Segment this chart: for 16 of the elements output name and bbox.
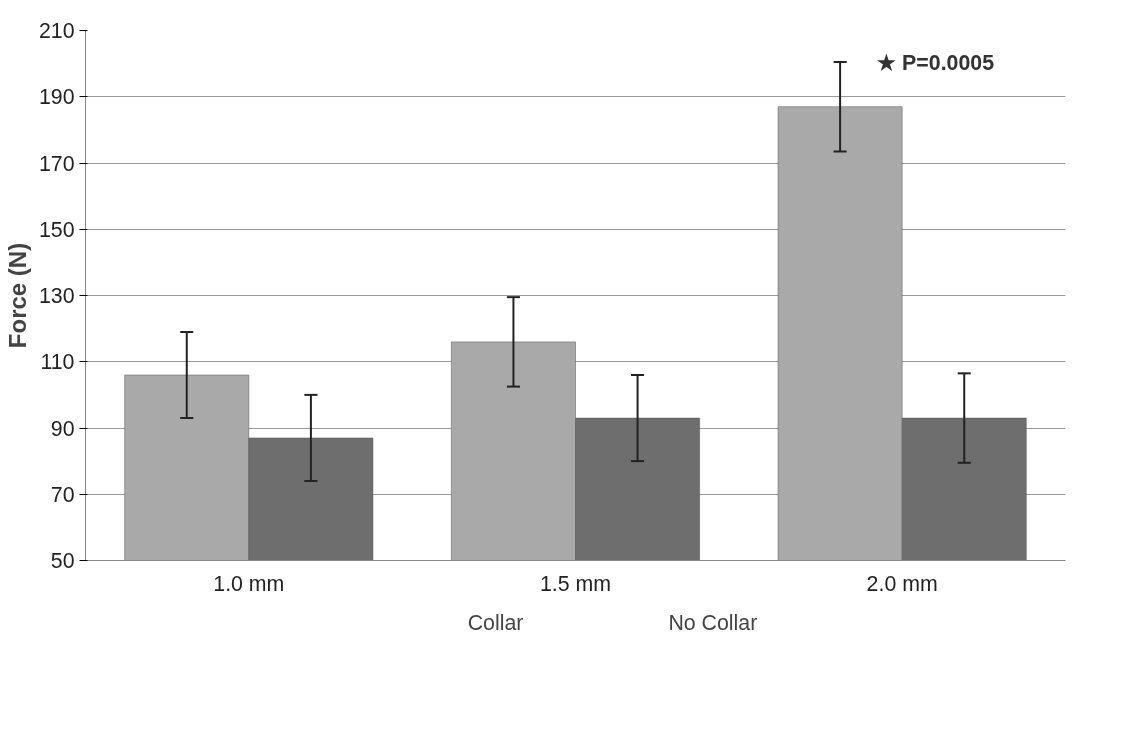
y-tick-label: 110 [40, 350, 75, 375]
y-tick-label: 210 [38, 19, 75, 43]
y-tick-label: 130 [38, 284, 75, 308]
x-tick-label: 1.0 mm [213, 571, 285, 596]
y-axis-title: Force (N) [3, 242, 31, 349]
y-tick-label: 70 [50, 482, 75, 507]
x-tick-label: 1.5 mm [539, 571, 612, 596]
y-tick-label: 50 [50, 549, 75, 573]
y-tick-label: 190 [38, 85, 75, 110]
y-tick-label: 170 [38, 151, 75, 176]
annotation: ★ P=0.0005 [877, 50, 995, 75]
text: No Collar [668, 610, 758, 636]
text: Collar [467, 610, 524, 636]
x-tick-label: 2.0 mm [866, 571, 938, 596]
y-tick-label: 90 [50, 416, 75, 441]
y-tick-label: 150 [38, 217, 75, 242]
